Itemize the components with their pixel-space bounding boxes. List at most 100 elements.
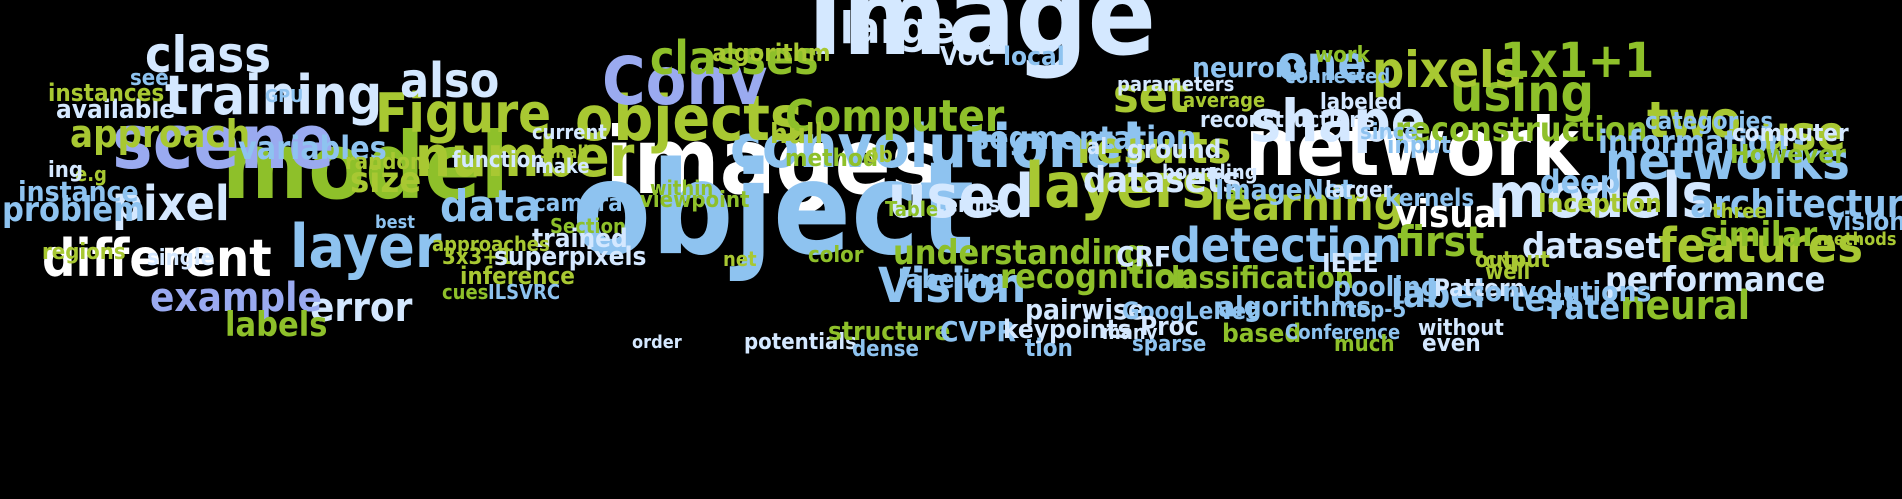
word-methods: methods	[1817, 228, 1897, 250]
word-net: net	[723, 247, 757, 271]
word-color: color	[808, 243, 864, 269]
word-visual: visual	[1395, 191, 1509, 236]
word-bounding: bounding	[1162, 160, 1258, 184]
word-pooling: pooling	[1333, 269, 1439, 303]
word-since: since	[1360, 120, 1418, 146]
word-classes: classes	[650, 31, 819, 86]
word-use: use	[1760, 105, 1846, 162]
word-deep: deep	[1540, 163, 1621, 202]
word-function: function	[452, 148, 545, 174]
word-learning: learning	[1210, 177, 1404, 232]
word-input: input	[1387, 130, 1451, 159]
word-labeled: labeled	[1320, 90, 1403, 116]
word-random: random	[345, 150, 431, 176]
word-regions: regions	[42, 240, 126, 266]
word-method: method	[785, 143, 879, 172]
word-data: data	[440, 180, 541, 232]
word-structure: structure	[828, 317, 951, 348]
word-larger: larger	[1325, 178, 1393, 204]
word-datasets: datasets	[1083, 160, 1242, 202]
word-set: set	[1113, 67, 1189, 124]
word-size: size	[350, 160, 422, 202]
word-labels: labels	[225, 304, 328, 345]
word-many: many	[1102, 320, 1158, 344]
word-reconstructions: reconstructions	[1200, 108, 1376, 134]
word-rate: rate	[1549, 287, 1621, 328]
word-superpixels: superpixels	[494, 242, 647, 273]
word-small: small	[540, 141, 589, 163]
word-much: much	[1334, 332, 1395, 358]
word-also: also	[400, 52, 500, 109]
word-object: object	[572, 134, 975, 284]
word-ground: ground	[1127, 135, 1222, 166]
word-dataset: dataset	[1522, 226, 1662, 268]
word-cues: cues	[442, 280, 489, 304]
word-pattern: Pattern	[1434, 273, 1526, 302]
word-et: et	[1225, 182, 1246, 206]
word-top-5: top-5	[1347, 298, 1407, 324]
word-computer: computer	[1732, 118, 1849, 147]
word-connected: connected	[1285, 64, 1391, 88]
word-vision: vision	[1828, 207, 1902, 238]
word-tion: tion	[1025, 333, 1073, 362]
word-classification: classification	[1155, 261, 1354, 296]
word-results: results	[1077, 122, 1232, 174]
word-neural: neural	[1620, 283, 1751, 329]
word-potentials: potentials	[744, 330, 857, 356]
word-single: single	[147, 246, 215, 272]
word-pixels: pixels	[1372, 41, 1522, 99]
word-layer: layer	[290, 212, 442, 282]
word-information: information	[1598, 123, 1789, 162]
word-cnn: CNN	[1485, 251, 1524, 273]
word-ieee: IEEE	[1322, 249, 1379, 280]
word-current: current	[532, 120, 607, 144]
word-ilsvrc: ILSVRC	[488, 280, 561, 304]
word-problem: problem	[2, 189, 146, 230]
word-convolutional: convolutional	[730, 112, 1142, 182]
word-sparse: sparse	[1132, 332, 1207, 358]
word-dense: dense	[852, 337, 919, 363]
word-3x3-1: 3x3+1	[442, 245, 513, 271]
word-features: features	[1658, 217, 1863, 274]
word-within: within	[650, 176, 714, 200]
word-viewpoint: viewpoint	[640, 188, 750, 214]
word-work: work	[1315, 43, 1370, 69]
word-performance: performance	[1605, 259, 1826, 300]
word-approaches: approaches	[432, 232, 550, 256]
word-understanding: understanding	[893, 232, 1146, 273]
word-conv: Conv	[602, 43, 768, 121]
word-googlenet: GoogLeNet	[1122, 296, 1257, 325]
word-based: based	[1222, 319, 1302, 350]
word-ob: ob	[865, 143, 893, 169]
word-training: training	[165, 63, 383, 127]
word-variables: variables	[238, 129, 387, 168]
word-best: best	[375, 211, 415, 233]
word-kernels: kernels	[1385, 183, 1475, 212]
word-convolutions: convolutions	[1470, 274, 1652, 308]
word-gpu: GPU	[265, 85, 304, 107]
word-voc: VOC	[940, 42, 995, 73]
word-network: network	[1245, 101, 1579, 194]
word-crf: CRF	[1116, 239, 1172, 273]
word-reconstruction: reconstruction	[1395, 109, 1648, 150]
word-conference: Conference	[1285, 320, 1401, 344]
word-error: error	[310, 285, 413, 331]
word-pairwise: pairwise	[1025, 292, 1146, 326]
word-image: image	[808, 0, 1156, 82]
word-even: even	[1422, 328, 1481, 357]
word-images: images	[605, 108, 941, 216]
word-approach: approach	[70, 111, 251, 156]
word-first: first	[1397, 217, 1485, 267]
word-scene: scene	[112, 97, 335, 187]
word-class: class	[145, 26, 271, 84]
word-parameters: parameters	[1117, 72, 1235, 96]
word-layers: layers	[1025, 149, 1215, 223]
word-proc: Proc	[1140, 312, 1199, 343]
word-recognition: recognition	[1000, 256, 1198, 297]
word-average: average	[1183, 88, 1266, 112]
word-large: large	[840, 2, 955, 54]
word-vision: Vision	[878, 257, 1027, 314]
word-used: used	[888, 162, 1034, 232]
word-neurons: neurons	[1192, 50, 1308, 84]
word-e-g: e.g	[75, 162, 107, 186]
